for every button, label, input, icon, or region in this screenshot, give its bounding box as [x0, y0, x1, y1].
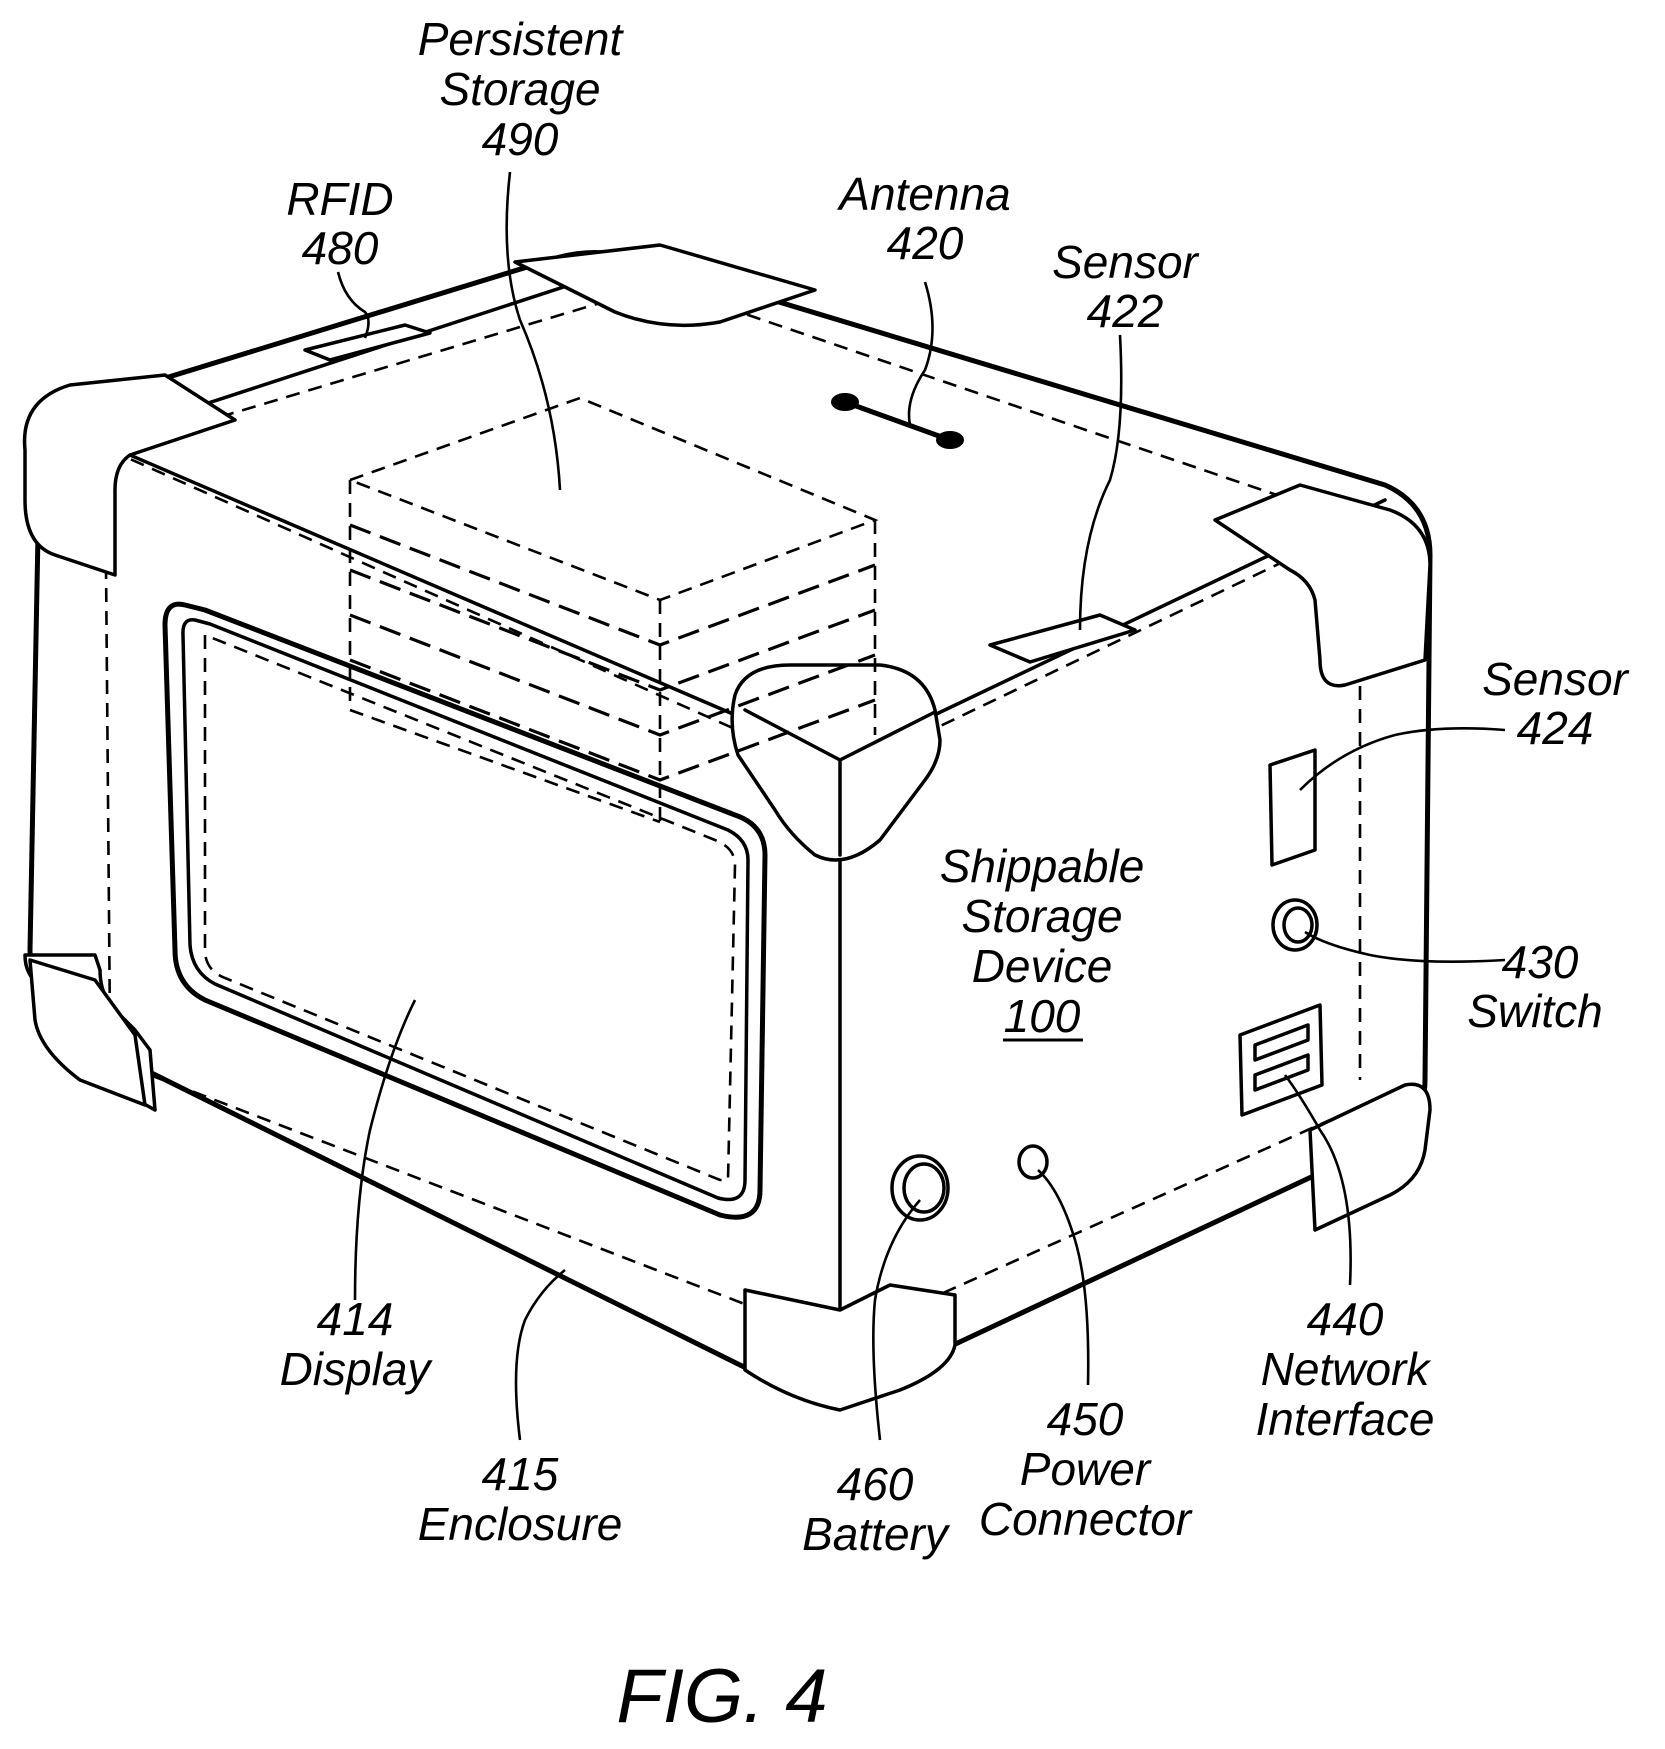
device-line2: Storage [961, 890, 1122, 942]
label-battery: 460 Battery [802, 1458, 951, 1560]
label-display: 414 Display [280, 1293, 434, 1395]
enclosure-ref: 415 [482, 1448, 559, 1500]
label-antenna: Antenna 420 [836, 168, 1010, 269]
sensor-422-ref: 422 [1087, 285, 1164, 337]
switch-button [1273, 900, 1317, 950]
persistent-storage-ref: 490 [482, 113, 559, 165]
label-power-connector: 450 Power Connector [979, 1393, 1193, 1545]
device-ref: 100 [1004, 990, 1081, 1042]
rfid-name: RFID [286, 173, 393, 225]
rfid-ref: 480 [302, 222, 379, 274]
enclosure-name: Enclosure [418, 1498, 623, 1550]
label-persistent-storage: Persistent Storage 490 [418, 13, 625, 165]
label-sensor-424: Sensor 424 [1482, 653, 1629, 754]
switch-name: Switch [1467, 985, 1602, 1037]
sensor-422-name: Sensor [1052, 236, 1199, 288]
label-sensor-422: Sensor 422 [1052, 236, 1199, 337]
antenna-ref: 420 [887, 217, 964, 269]
network-interface-line1: Network [1261, 1343, 1432, 1395]
antenna [831, 393, 964, 449]
network-interface-port [1240, 1005, 1322, 1115]
battery-name: Battery [802, 1508, 951, 1560]
battery-ref: 460 [837, 1458, 914, 1510]
device-line3: Device [972, 940, 1113, 992]
battery-cap [892, 1156, 948, 1220]
sensor-424-pad [1270, 750, 1315, 865]
power-connector-ref: 450 [1047, 1393, 1124, 1445]
persistent-storage-line1: Persistent [418, 13, 625, 65]
sensor-424-ref: 424 [1517, 702, 1594, 754]
network-interface-ref: 440 [1307, 1293, 1384, 1345]
label-device: Shippable Storage Device 100 [940, 840, 1145, 1042]
label-rfid: RFID 480 [286, 173, 393, 274]
power-connector-line1: Power [1020, 1443, 1152, 1495]
antenna-name: Antenna [836, 168, 1010, 220]
label-network-interface: 440 Network Interface [1256, 1293, 1435, 1445]
figure-label: FIG. 4 [616, 1654, 827, 1739]
display-name: Display [280, 1343, 434, 1395]
label-enclosure: 415 Enclosure [418, 1448, 623, 1550]
switch-ref: 430 [1502, 936, 1579, 988]
device-line1: Shippable [940, 840, 1145, 892]
persistent-storage-line2: Storage [439, 63, 600, 115]
corner-bumpers [25, 245, 1430, 1410]
label-switch: 430 Switch [1467, 936, 1602, 1037]
display-ref: 414 [317, 1293, 394, 1345]
sensor-424-name: Sensor [1482, 653, 1629, 705]
power-connector-line2: Connector [979, 1493, 1193, 1545]
network-interface-line2: Interface [1256, 1393, 1435, 1445]
